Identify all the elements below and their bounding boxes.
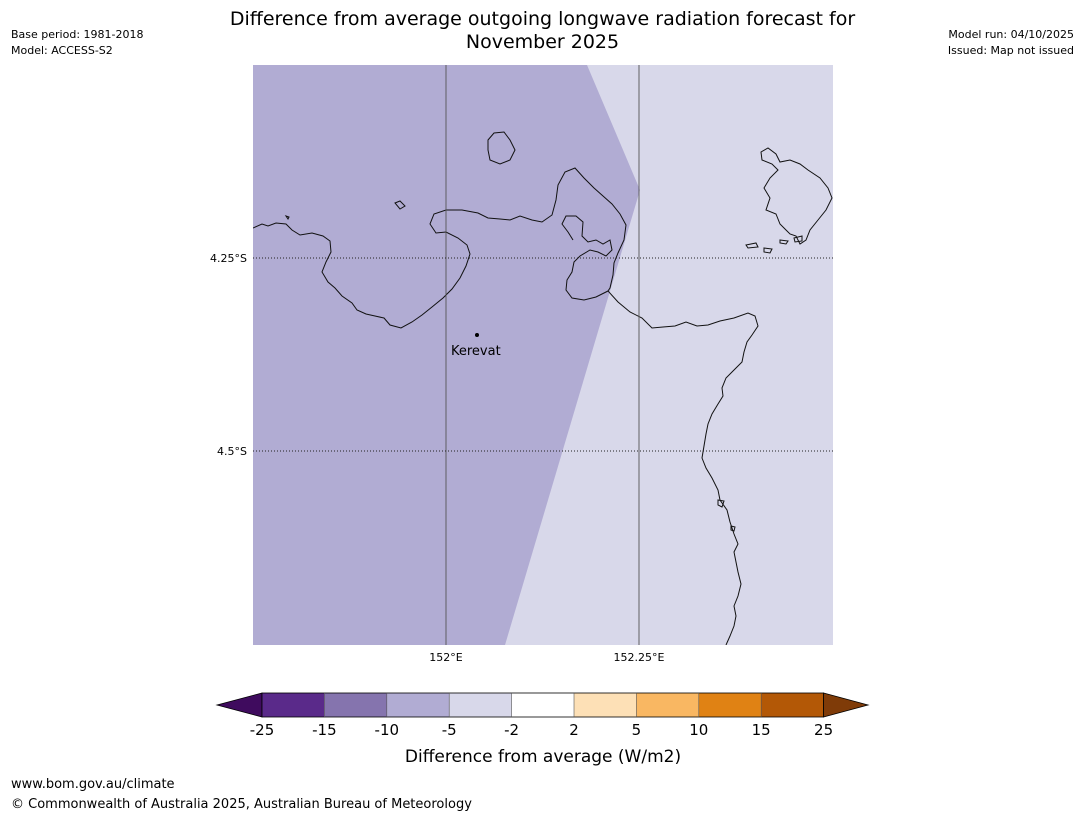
colorbar-bin xyxy=(386,693,450,717)
island-small-3 xyxy=(717,499,725,508)
lon-label-152-25: 152.25°E xyxy=(614,651,665,664)
colorbar-bin xyxy=(262,693,325,717)
model-run: Model run: 04/10/2025 xyxy=(948,28,1074,41)
meta-right: Model run: 04/10/2025 Issued: Map not is… xyxy=(948,27,1074,59)
coastline-new-ireland xyxy=(760,147,833,245)
island-small-2 xyxy=(284,215,290,220)
title-line-2: November 2025 xyxy=(465,31,620,53)
footer: www.bom.gov.au/climate © Commonwealth of… xyxy=(11,775,472,815)
colorbar-bin xyxy=(511,693,574,717)
island-small-4 xyxy=(730,525,736,532)
title-line-1: Difference from average outgoing longwav… xyxy=(229,8,856,30)
colorbar-extend-high xyxy=(823,692,870,718)
footer-url[interactable]: www.bom.gov.au/climate xyxy=(11,777,175,792)
colorbar-tick: 10 xyxy=(689,721,708,739)
place-label: Kerevat xyxy=(451,344,501,359)
colorbar-bin xyxy=(574,693,637,717)
issued-status: Issued: Map not issued xyxy=(947,44,1074,57)
island-ni-4 xyxy=(793,235,803,243)
meta-left: Base period: 1981-2018 Model: ACCESS-S2 xyxy=(11,27,143,59)
island-watom xyxy=(487,131,516,165)
colorbar xyxy=(215,692,870,718)
colorbar-tick: 25 xyxy=(814,721,833,739)
colorbar-tick: -25 xyxy=(250,721,275,739)
colorbar-bin xyxy=(636,693,699,717)
colorbar-bin xyxy=(698,693,762,717)
island-small-1 xyxy=(394,200,406,210)
colorbar-bin xyxy=(761,693,824,717)
colorbar-tick: 5 xyxy=(632,721,642,739)
colorbar-tick: -15 xyxy=(312,721,337,739)
colorbar-tick: -2 xyxy=(504,721,519,739)
colorbar-label: Difference from average (W/m2) xyxy=(405,747,681,767)
island-ni-1 xyxy=(745,242,759,249)
map-title: Difference from average outgoing longwav… xyxy=(190,8,895,54)
colorbar-tick: -5 xyxy=(442,721,457,739)
map-panel xyxy=(253,65,833,645)
colorbar-bin xyxy=(449,693,512,717)
colorbar-tick: -10 xyxy=(375,721,400,739)
model-name: Model: ACCESS-S2 xyxy=(11,44,113,57)
colorbar-bin xyxy=(324,693,387,717)
place-marker xyxy=(475,333,479,337)
region-strong-negative xyxy=(253,65,640,645)
footer-copyright: © Commonwealth of Australia 2025, Austra… xyxy=(11,797,472,812)
coastline-rabaul xyxy=(561,215,613,301)
colorbar-frame xyxy=(261,692,824,718)
lat-label-4-25: 4.25°S xyxy=(210,252,247,265)
island-ni-3 xyxy=(779,239,789,245)
lon-label-152: 152°E xyxy=(429,651,462,664)
colorbar-extend-low xyxy=(215,692,263,718)
coastline-main xyxy=(253,167,759,645)
lat-label-4-5: 4.5°S xyxy=(217,445,247,458)
island-ni-2 xyxy=(763,247,773,254)
colorbar-tick: 15 xyxy=(752,721,771,739)
base-period: Base period: 1981-2018 xyxy=(11,28,144,41)
colorbar-tick: 2 xyxy=(569,721,579,739)
